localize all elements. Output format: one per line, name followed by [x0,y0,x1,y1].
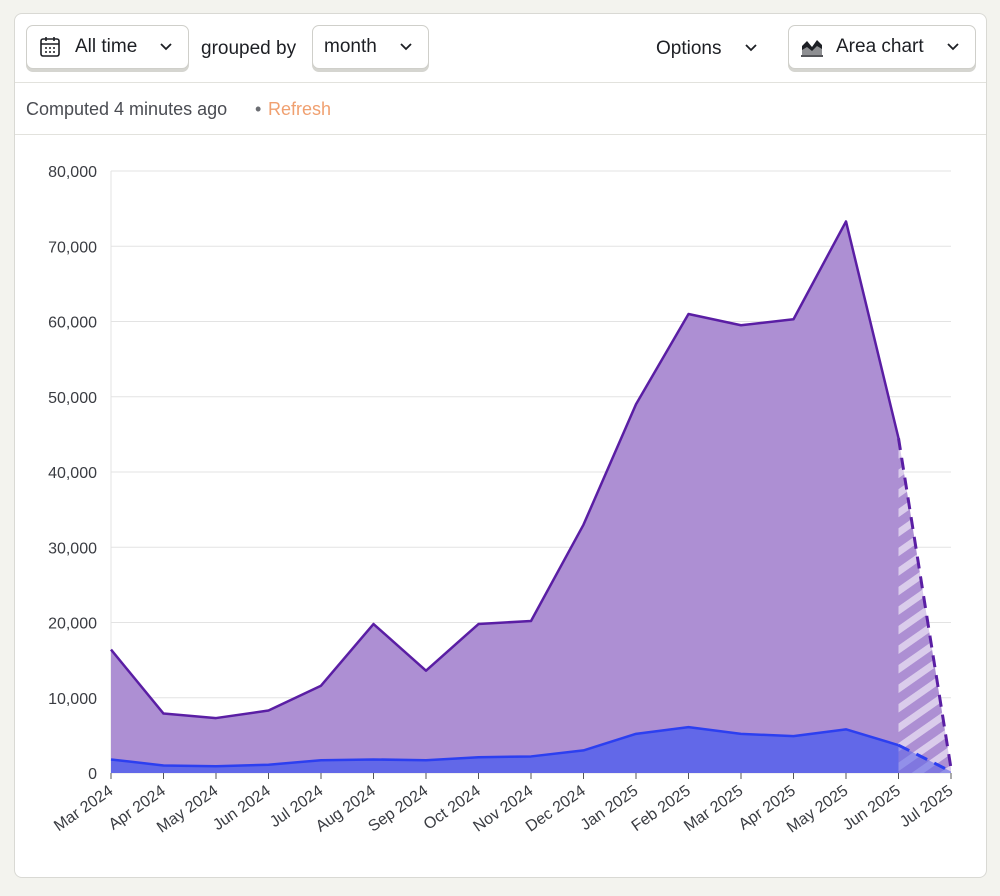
y-tick-label: 80,000 [48,164,97,181]
computed-timestamp: Computed 4 minutes ago [26,99,228,119]
series-1-area [111,221,899,774]
x-tick-label: Jun 2024 [210,782,274,834]
status-bar: Computed 4 minutes ago • Refresh [15,82,986,135]
x-tick-label: Jun 2025 [840,782,904,834]
calendar-icon [40,37,60,57]
options-button[interactable]: Options [656,38,722,59]
x-tick-label: Jul 2025 [897,782,956,831]
x-tick-label: Dec 2024 [523,782,589,835]
chevron-down-icon [400,43,412,51]
chevron-down-icon [160,43,172,51]
chart-type-select[interactable]: Area chart [788,25,976,69]
interval-label: month [324,36,377,57]
chevron-down-icon[interactable] [743,40,759,56]
area-chart: 0 10,000 20,000 30,000 40,000 50,000 60,000 70,… [48,164,956,837]
grouped-by-label: grouped by [201,38,297,59]
y-tick-label: 70,000 [48,239,97,256]
refresh-link[interactable]: Refresh [268,99,332,119]
y-tick-label: 10,000 [48,691,97,708]
date-range-label: All time [75,36,138,57]
series-1-incomplete-line [897,437,953,769]
x-tick-label: Sep 2024 [365,782,431,835]
x-tick-label: Feb 2025 [629,782,694,835]
series-2-incomplete-line [897,743,952,773]
separator-dot: • [255,99,262,119]
area-chart-icon [801,40,823,57]
y-tick-label: 40,000 [48,465,97,482]
insight-card: All time grouped by month Options Area c… [14,13,987,878]
y-tick-label: 50,000 [48,390,97,407]
chevron-down-icon [947,43,959,51]
date-range-button[interactable]: All time [26,25,189,69]
x-tick-label: Mar 2025 [681,782,746,835]
x-tick-label: Mar 2024 [51,782,116,835]
chart-type-label: Area chart [836,36,924,57]
toolbar: All time grouped by month Options Area c… [15,14,986,82]
y-tick-label: 20,000 [48,616,97,633]
y-tick-label: 60,000 [48,315,97,332]
series-2-line [110,725,899,768]
y-tick-label: 0 [88,766,97,783]
series-1-line [110,220,900,720]
interval-select[interactable]: month [312,25,429,69]
y-tick-label: 30,000 [48,540,97,557]
